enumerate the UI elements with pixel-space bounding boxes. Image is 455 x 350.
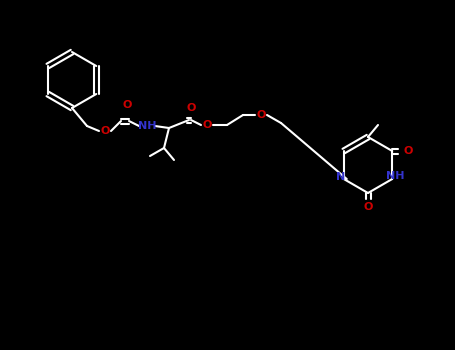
Text: O: O: [202, 120, 212, 130]
Text: O: O: [404, 146, 413, 156]
Text: N: N: [336, 172, 345, 182]
Text: O: O: [122, 100, 131, 110]
Text: O: O: [363, 202, 373, 212]
Text: O: O: [186, 103, 196, 113]
Text: NH: NH: [386, 171, 404, 181]
Text: O: O: [256, 110, 266, 120]
Text: NH: NH: [138, 121, 156, 131]
Text: O: O: [100, 126, 110, 136]
